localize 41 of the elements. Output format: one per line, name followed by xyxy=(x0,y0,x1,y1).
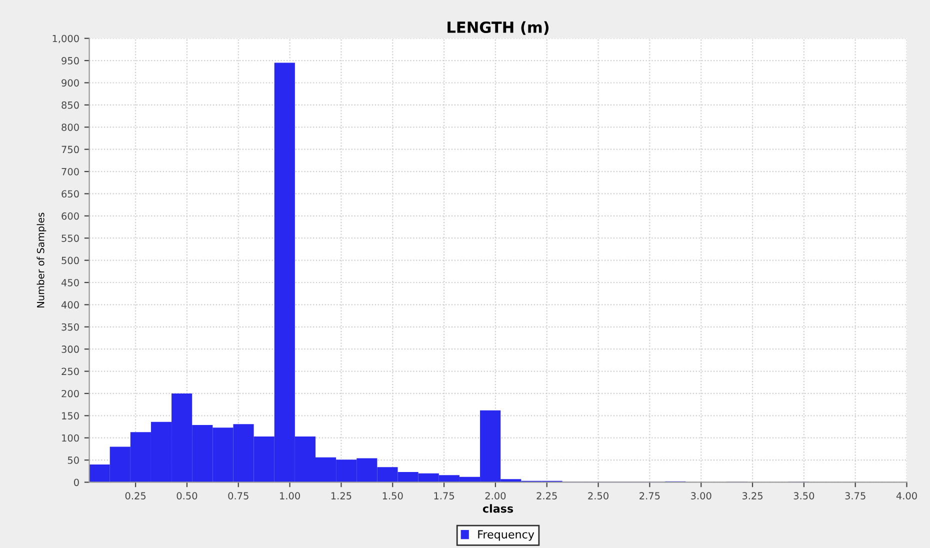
x-tick-label: 3.75 xyxy=(845,492,866,500)
x-tick-label: 1.25 xyxy=(331,492,352,500)
y-tick-label: 50 xyxy=(68,456,79,464)
y-tick-label: 500 xyxy=(62,256,79,264)
x-tick-label: 3.00 xyxy=(691,492,712,500)
x-tick-label: 0.75 xyxy=(228,492,248,500)
x-tick-label: 2.25 xyxy=(536,492,557,500)
x-tick-label: 0.25 xyxy=(125,492,146,500)
x-tick-label: 0.50 xyxy=(176,492,198,500)
y-tick-label: 900 xyxy=(62,79,79,87)
y-tick-label: 400 xyxy=(61,301,79,309)
y-tick-label: 600 xyxy=(62,212,79,220)
x-tick-label: 1.00 xyxy=(280,492,300,500)
x-tick-label: 4.00 xyxy=(896,492,917,500)
x-tick-label: 1.75 xyxy=(434,492,454,500)
y-tick-label: 650 xyxy=(62,190,79,198)
x-tick-label: 2.75 xyxy=(640,492,660,500)
y-tick-label: 250 xyxy=(62,368,79,376)
y-tick-label: 550 xyxy=(62,234,79,242)
y-tick-label: 700 xyxy=(62,168,79,176)
x-tick-label: 2.50 xyxy=(588,492,608,500)
x-axis-title: class xyxy=(482,504,514,513)
x-tick-label: 3.50 xyxy=(794,492,814,500)
y-tick-label: 750 xyxy=(62,146,79,154)
y-tick-label: 350 xyxy=(62,323,79,331)
y-tick-label: 100 xyxy=(62,434,79,442)
x-tick-label: 2.00 xyxy=(485,492,506,500)
y-tick-label: 200 xyxy=(62,390,79,398)
x-tick-label: 1.50 xyxy=(382,492,403,500)
x-tick-label: 3.25 xyxy=(742,492,762,500)
chart-title: LENGTH (m) xyxy=(448,21,549,35)
legend-label: Frequency xyxy=(478,530,534,541)
y-tick-label: 150 xyxy=(62,412,79,420)
y-tick-label: 850 xyxy=(62,101,79,109)
y-tick-label: 300 xyxy=(62,346,79,353)
y-tick-label: 950 xyxy=(62,57,79,64)
y-tick-label: 450 xyxy=(61,278,79,286)
y-tick-label: 1,000 xyxy=(52,34,79,44)
y-tick-label: 800 xyxy=(62,124,79,131)
y-axis-title: Number of Samples xyxy=(36,212,46,308)
y-tick-label: 0 xyxy=(74,478,79,486)
